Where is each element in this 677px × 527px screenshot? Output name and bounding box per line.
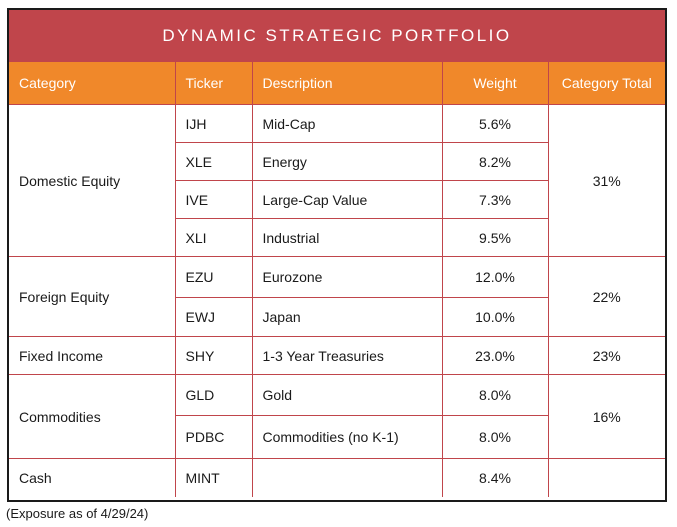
- ticker-cell: IVE: [175, 180, 253, 219]
- table-row: Commodities GLD Gold 8.0% 16%: [9, 374, 665, 459]
- header-weight: Weight: [442, 62, 549, 105]
- table-title: DYNAMIC STRATEGIC PORTFOLIO: [9, 10, 665, 62]
- category-total-cell: 31%: [547, 104, 665, 257]
- category-cell: Fixed Income: [9, 336, 176, 375]
- category-cell: Foreign Equity: [9, 256, 176, 337]
- ticker-cell: XLI: [175, 218, 253, 257]
- description-cell: Commodities (no K-1): [251, 415, 443, 459]
- weight-cell: 7.3%: [441, 180, 548, 219]
- ticker-cell: IJH: [174, 104, 253, 143]
- ticker-cell: SHY: [174, 336, 253, 375]
- category-total-cell: 16%: [547, 374, 665, 459]
- description-cell: Mid-Cap: [251, 104, 443, 143]
- description-cell: Large-Cap Value: [251, 180, 443, 219]
- header-row: Category Ticker Description Weight Categ…: [9, 62, 665, 105]
- category-cell: Domestic Equity: [9, 104, 176, 257]
- table-row: Fixed Income SHY 1-3 Year Treasuries 23.…: [9, 336, 665, 375]
- weight-cell: 5.6%: [441, 104, 549, 143]
- description-cell: [251, 458, 443, 497]
- table-row: PDBC Commodities (no K-1) 8.0%: [9, 415, 665, 459]
- ticker-cell: PDBC: [175, 415, 253, 459]
- weight-cell: 9.5%: [441, 218, 548, 257]
- portfolio-table-frame: DYNAMIC STRATEGIC PORTFOLIO Category Tic…: [7, 8, 667, 502]
- description-cell: Eurozone: [251, 256, 443, 298]
- weight-cell: 8.4%: [441, 458, 549, 497]
- table-row: XLE Energy 8.2%: [9, 142, 665, 181]
- table-row: IVE Large-Cap Value 7.3%: [9, 180, 665, 219]
- weight-cell: 23.0%: [441, 336, 549, 375]
- header-ticker: Ticker: [175, 62, 253, 105]
- ticker-cell: GLD: [174, 374, 253, 416]
- portfolio-table: Category Ticker Description Weight Categ…: [9, 62, 665, 497]
- ticker-cell: EWJ: [175, 297, 253, 337]
- description-cell: Industrial: [251, 218, 443, 257]
- ticker-cell: EZU: [174, 256, 253, 298]
- table-row: Domestic Equity IJH Mid-Cap 5.6% 31%: [9, 104, 665, 257]
- weight-cell: 8.0%: [441, 415, 548, 459]
- weight-cell: 8.0%: [441, 374, 549, 416]
- description-cell: Gold: [251, 374, 443, 416]
- ticker-cell: MINT: [174, 458, 253, 497]
- weight-cell: 8.2%: [441, 142, 548, 181]
- table-row: Foreign Equity EZU Eurozone 12.0% 22%: [9, 256, 665, 337]
- footnote: (Exposure as of 4/29/24): [6, 506, 149, 521]
- ticker-cell: XLE: [175, 142, 253, 181]
- table-row: Cash MINT 8.4%: [9, 458, 665, 497]
- header-category: Category: [9, 62, 176, 105]
- category-total-cell: 23%: [547, 336, 665, 375]
- category-cell: Cash: [9, 458, 176, 497]
- category-cell: Commodities: [9, 374, 176, 459]
- header-description: Description: [252, 62, 443, 105]
- category-total-cell: [547, 458, 665, 497]
- description-cell: Energy: [251, 142, 443, 181]
- header-category-total: Category Total: [548, 62, 665, 105]
- description-cell: Japan: [251, 297, 443, 337]
- description-cell: 1-3 Year Treasuries: [251, 336, 443, 375]
- weight-cell: 12.0%: [441, 256, 549, 298]
- table-row: EWJ Japan 10.0%: [9, 297, 665, 337]
- weight-cell: 10.0%: [441, 297, 548, 337]
- category-total-cell: 22%: [547, 256, 665, 337]
